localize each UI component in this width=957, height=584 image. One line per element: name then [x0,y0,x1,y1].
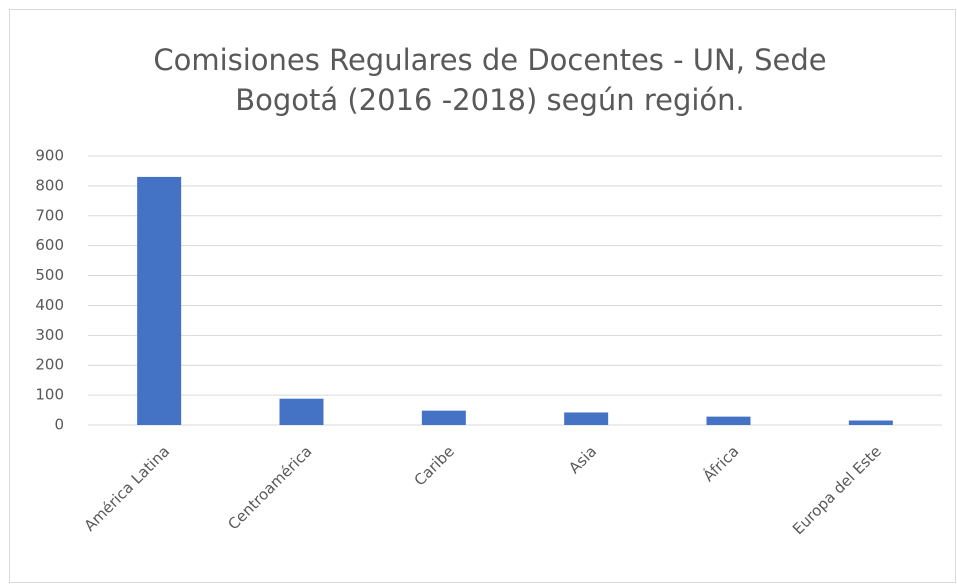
bar [564,412,609,425]
y-tick-label: 100 [35,386,64,404]
y-tick-label: 700 [35,206,64,224]
y-tick-label: 200 [35,356,64,374]
y-tick-label: 600 [35,236,64,254]
y-tick-label: 400 [35,296,64,314]
bar [706,416,751,425]
bar [279,398,324,425]
y-tick-label: 300 [35,326,64,344]
y-tick-label: 0 [54,416,64,434]
chart-title: Bogotá (2016 -2018) según región. [235,83,745,117]
y-tick-label: 800 [35,176,64,194]
chart-title: Comisiones Regulares de Docentes - UN, S… [153,43,826,77]
bar [421,410,466,425]
y-tick-label: 900 [35,147,64,165]
bar [137,176,182,425]
y-tick-label: 500 [35,266,64,284]
bar [848,420,893,425]
